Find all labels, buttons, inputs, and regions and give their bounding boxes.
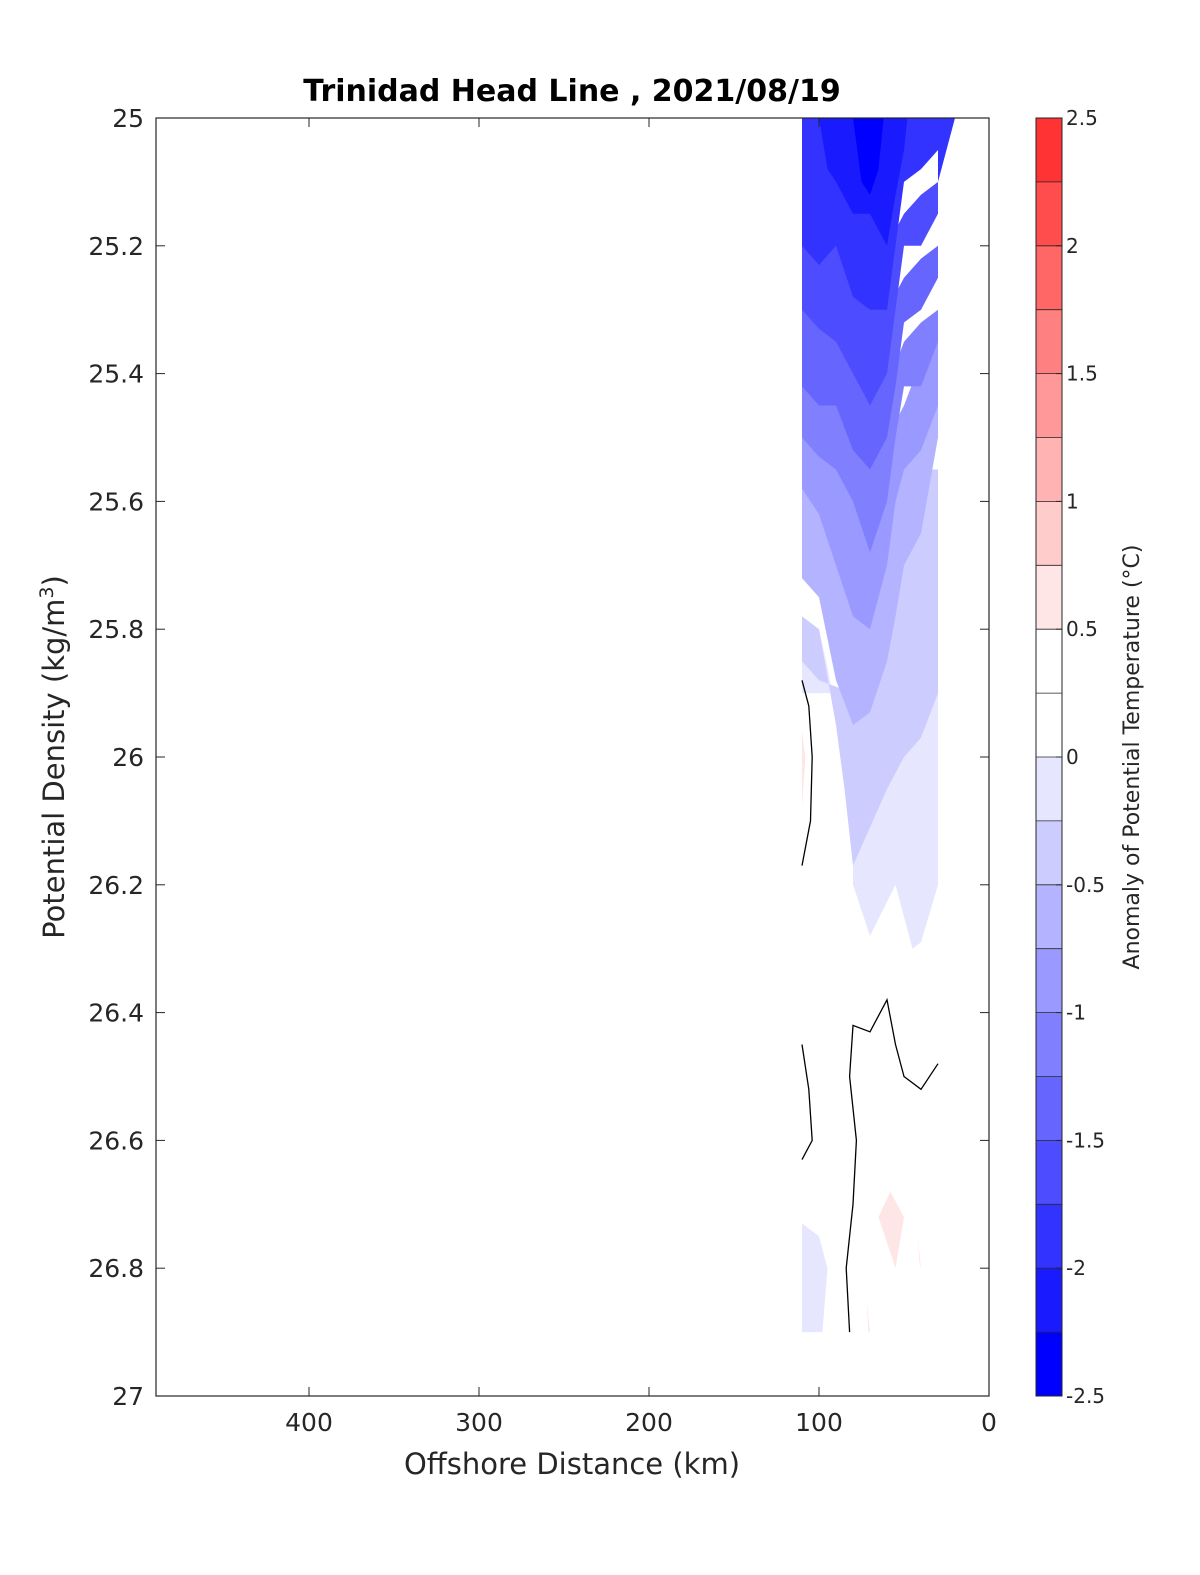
colorbar-frame [1035, 117, 1063, 1397]
colorbar-tick-label--0.5: -0.5 [1066, 873, 1105, 897]
colorbar-band-8 [1036, 820, 1062, 886]
colorbar-tick-label-0: 0 [1066, 745, 1079, 769]
colorbar-tick-label-2.5: 2.5 [1066, 106, 1098, 130]
y-axis-label-superscript: 3 [36, 586, 58, 598]
colorbar-tick-label-0.5: 0.5 [1066, 617, 1098, 641]
colorbar-band-9 [1036, 757, 1062, 822]
contour-fill-region-15 [866, 1300, 870, 1333]
colorbar-bands [1036, 118, 1062, 1397]
contour-fill-region-9 [853, 118, 884, 195]
colorbar-band-14 [1036, 437, 1062, 502]
colorbar-band-13 [1036, 501, 1062, 566]
colorbar-band-12 [1036, 565, 1062, 630]
x-tick-label-100: 100 [795, 1408, 843, 1437]
colorbar-tick-label--1: -1 [1066, 1001, 1086, 1025]
colorbar-band-15 [1036, 373, 1062, 438]
y-tick-label-26.4: 26.4 [88, 999, 144, 1028]
zero-contour-line-0 [801, 680, 813, 866]
colorbar-band-16 [1036, 309, 1062, 375]
zero-contour-line-2 [845, 997, 939, 1333]
y-tick-label-27: 27 [112, 1382, 144, 1411]
x-tick-label-200: 200 [625, 1408, 673, 1437]
colorbar-band-11 [1036, 629, 1062, 694]
colorbar-label: Anomaly of Potential Temperature (°C) [1120, 545, 1145, 970]
y-tick-label-25.4: 25.4 [88, 360, 144, 389]
contour-fill-region-10 [938, 118, 955, 182]
chart-title: Trinidad Head Line , 2021/08/19 [303, 74, 840, 109]
colorbar-tick-label--2.5: -2.5 [1066, 1384, 1105, 1408]
x-tick-label-300: 300 [455, 1408, 503, 1437]
plot-area [155, 117, 990, 1397]
y-tick-label-25.6: 25.6 [88, 487, 144, 516]
y-tick-label-25.2: 25.2 [88, 232, 144, 261]
colorbar-band-18 [1036, 181, 1062, 247]
colorbar-band-2 [1036, 1204, 1062, 1269]
contour-fill-region-11 [802, 1223, 828, 1333]
y-tick-labels: 25 25.2 25.4 25.6 25.8 26 26.2 26.4 26.6 26.8 27 [88, 104, 144, 1411]
y-tick-label-26.2: 26.2 [88, 871, 144, 900]
plot-frame [155, 117, 990, 1397]
colorbar-tick-label-1.5: 1.5 [1066, 362, 1098, 386]
colorbar-tick-label-1: 1 [1066, 489, 1079, 513]
colorbar-tick-label--2: -2 [1066, 1256, 1086, 1280]
y-tick-label-25: 25 [112, 104, 144, 133]
colorbar-band-17 [1036, 245, 1062, 311]
contour-fill-region-12 [802, 731, 806, 809]
y-tick-label-26.6: 26.6 [88, 1126, 144, 1155]
y-axis-label: Potential Density (kg/m3) [36, 575, 71, 939]
colorbar-band-7 [1036, 884, 1062, 950]
y-tick-label-25.8: 25.8 [88, 615, 144, 644]
y-tick-label-26.8: 26.8 [88, 1254, 144, 1283]
colorbar: -2.5 -2 -1.5 -1 -0.5 0 0.5 1 1.5 2 2.5 [1035, 106, 1105, 1408]
colorbar-band-5 [1036, 1012, 1062, 1077]
y-axis-label-end: ) [37, 575, 71, 586]
y-tick-label-26: 26 [112, 743, 144, 772]
colorbar-tick-label--1.5: -1.5 [1066, 1128, 1105, 1152]
contour-fill-region-13 [878, 1191, 904, 1269]
contour-fill-region-14 [917, 1236, 921, 1269]
x-tick-label-400: 400 [285, 1408, 333, 1437]
contour-fills [802, 118, 955, 1333]
colorbar-band-19 [1036, 118, 1062, 183]
y-axis-label-main: Potential Density (kg/m [37, 599, 71, 939]
zero-contour-line-1 [801, 1044, 813, 1160]
x-tick-label-0: 0 [981, 1408, 997, 1437]
colorbar-band-10 [1036, 693, 1062, 758]
colorbar-band-6 [1036, 948, 1062, 1014]
colorbar-ticks [1056, 117, 1062, 1397]
colorbar-band-3 [1036, 1140, 1062, 1205]
colorbar-band-4 [1036, 1076, 1062, 1141]
zero-contour-lines [801, 680, 939, 1333]
colorbar-band-0 [1036, 1332, 1062, 1397]
axis-ticks [156, 117, 990, 1397]
colorbar-band-1 [1036, 1268, 1062, 1333]
x-tick-labels: 400 300 200 100 0 [285, 1408, 997, 1437]
colorbar-tick-labels: -2.5 -2 -1.5 -1 -0.5 0 0.5 1 1.5 2 2.5 [1066, 106, 1105, 1408]
x-axis-label: Offshore Distance (km) [404, 1447, 740, 1481]
colorbar-tick-label-2: 2 [1066, 234, 1079, 258]
